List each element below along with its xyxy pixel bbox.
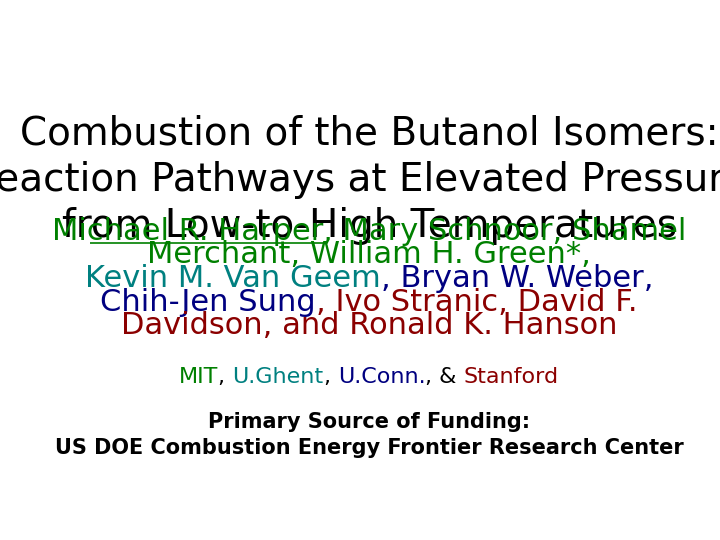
- Text: Primary Source of Funding:
US DOE Combustion Energy Frontier Research Center: Primary Source of Funding: US DOE Combus…: [55, 411, 683, 458]
- Text: Merchant, William H. Green*,: Merchant, William H. Green*,: [147, 240, 591, 269]
- Text: Michael R. Harper: Michael R. Harper: [52, 217, 323, 246]
- Text: MIT: MIT: [179, 368, 218, 388]
- Text: Chih-Jen Sung: Chih-Jen Sung: [100, 288, 316, 317]
- Text: Stanford: Stanford: [464, 368, 559, 388]
- Text: , Mary Schnoor, Shamel: , Mary Schnoor, Shamel: [323, 217, 686, 246]
- Text: , Ivo Stranic, David F.: , Ivo Stranic, David F.: [316, 288, 638, 317]
- Text: Kevin M. Van Geem: Kevin M. Van Geem: [85, 264, 381, 293]
- Text: ,: ,: [218, 368, 233, 388]
- Text: U.Ghent: U.Ghent: [233, 368, 323, 388]
- Text: Davidson, and Ronald K. Hanson: Davidson, and Ronald K. Hanson: [121, 312, 617, 340]
- Text: ,: ,: [323, 368, 338, 388]
- Text: U.Conn.: U.Conn.: [338, 368, 426, 388]
- Text: Combustion of the Butanol Isomers:
Reaction Pathways at Elevated Pressures
from : Combustion of the Butanol Isomers: React…: [0, 114, 720, 246]
- Text: , Bryan W. Weber,: , Bryan W. Weber,: [381, 264, 653, 293]
- Text: , &: , &: [426, 368, 464, 388]
